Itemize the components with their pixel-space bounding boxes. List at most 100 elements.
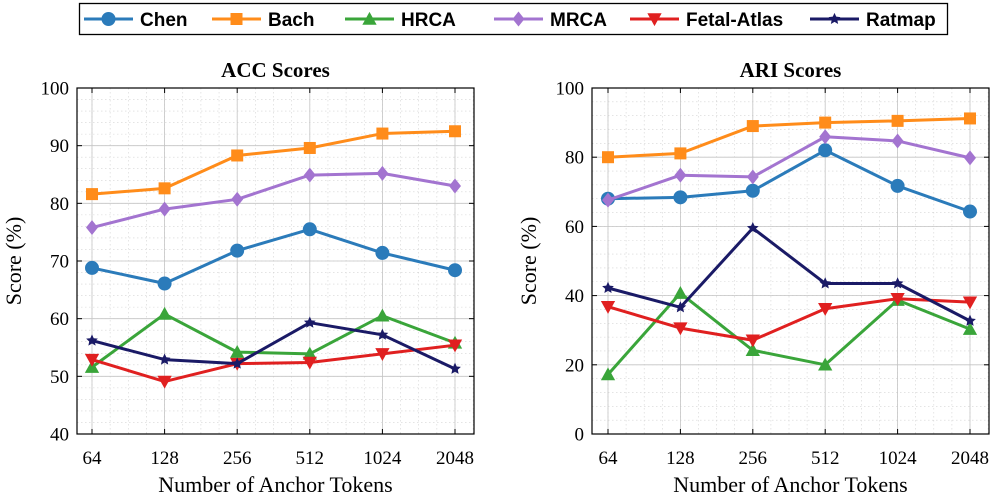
ari-point-fetal-atlas-128 (673, 322, 688, 336)
ari-y-axis-label: Score (%) (516, 217, 541, 306)
acc-point-fetal-atlas-512 (302, 356, 317, 370)
legend-label-ratmap: Ratmap (866, 10, 936, 31)
acc-ytick-label: 60 (50, 309, 69, 330)
acc-point-fetal-atlas-1024 (375, 348, 390, 361)
acc-xtick-label: 64 (83, 448, 103, 469)
acc-line-mrca (91, 171, 456, 230)
legend-item-ratmap: Ratmap (810, 10, 936, 31)
acc-point-chen-512 (302, 222, 317, 237)
ari-xtick-label: 64 (599, 448, 619, 469)
ari-xtick-label: 2048 (951, 448, 989, 469)
legend-marker-mrca (512, 11, 525, 27)
acc-point-bach-256 (231, 149, 244, 162)
acc-point-mrca-256 (231, 191, 244, 207)
ari-point-fetal-atlas-1024 (890, 292, 905, 306)
ari-grid (592, 87, 989, 435)
legend-label-bach: Bach (268, 10, 314, 31)
legend-label-chen: Chen (140, 10, 188, 31)
acc-point-ratmap-64 (86, 334, 98, 346)
acc-point-hrca-1024 (375, 308, 390, 322)
ari-line-bach (607, 116, 971, 159)
ari-point-ratmap-256 (746, 221, 759, 234)
acc-y-axis-label: Score (%) (1, 217, 26, 306)
legend-item-chen: Chen (84, 10, 188, 31)
acc-point-fetal-atlas-2048 (447, 339, 463, 353)
ari-point-bach-256 (746, 120, 759, 133)
ari-series-bach (602, 112, 976, 164)
ari-xtick-label: 1024 (879, 448, 918, 469)
ari-series-fetal-atlas (600, 292, 978, 348)
ari-line-ratmap (607, 226, 971, 323)
acc-point-ratmap-1024 (376, 328, 389, 340)
acc-point-chen-2048 (448, 263, 462, 278)
legend: Chen Bach HRCA MRCA Fetal-Atlas Ratmap (78, 2, 949, 36)
acc-xtick-label: 128 (150, 448, 179, 469)
acc-point-fetal-atlas-128 (157, 375, 172, 389)
legend-marker-ratmap (828, 12, 841, 24)
ari-point-chen-512 (818, 143, 833, 158)
acc-ytick-label: 50 (50, 367, 69, 388)
ari-plot-frame (591, 87, 990, 435)
acc-point-hrca-128 (157, 306, 172, 320)
acc-chart-title: ACC Scores (221, 58, 330, 82)
legend-marker-fetal-atlas (647, 13, 662, 27)
ari-point-chen-256 (745, 183, 760, 198)
acc-point-hrca-256 (230, 344, 245, 358)
ari-point-mrca-512 (819, 129, 832, 145)
ari-series-hrca (600, 286, 978, 381)
ari-point-ratmap-64 (602, 281, 614, 293)
legend-item-fetal-atlas: Fetal-Atlas (630, 10, 783, 31)
legend-marker-bach (230, 13, 243, 25)
ari-xtick-label: 256 (739, 448, 768, 469)
acc-point-ratmap-2048 (449, 362, 461, 374)
legend-item-mrca: MRCA (494, 10, 607, 31)
ari-x-axis-label: Number of Anchor Tokens (673, 472, 908, 497)
ari-series-ratmap (602, 221, 976, 326)
ari-point-fetal-atlas-512 (818, 303, 833, 316)
ari-point-fetal-atlas-64 (600, 300, 616, 314)
acc-point-ratmap-256 (231, 357, 244, 369)
ari-point-mrca-256 (746, 169, 759, 185)
ari-chart: 0 20 40 60 80 100 64 128 256 512 1024 2048 ARI Score… (516, 58, 990, 497)
ari-point-mrca-128 (674, 167, 687, 183)
acc-point-mrca-2048 (449, 178, 461, 194)
ari-point-hrca-128 (673, 286, 688, 299)
legend-item-bach: Bach (212, 10, 314, 31)
acc-point-chen-128 (157, 276, 172, 291)
ari-point-ratmap-1024 (891, 277, 904, 289)
legend-label-hrca: HRCA (401, 10, 456, 31)
acc-point-mrca-1024 (376, 165, 389, 181)
acc-xtick-label: 2048 (436, 448, 474, 469)
acc-line-hrca (91, 312, 456, 369)
ari-line-fetal-atlas (607, 297, 971, 342)
ari-point-mrca-2048 (964, 150, 976, 166)
ari-point-mrca-1024 (891, 133, 904, 149)
ari-xtick-label: 128 (666, 448, 695, 469)
acc-line-fetal-atlas (91, 343, 456, 384)
ari-line-chen (607, 148, 971, 213)
acc-ytick-label: 40 (50, 425, 69, 446)
acc-line-ratmap (91, 321, 456, 371)
ari-line-mrca (607, 135, 971, 202)
ari-point-hrca-512 (818, 357, 833, 371)
ari-point-fetal-atlas-2048 (962, 296, 978, 310)
acc-point-chen-256 (230, 243, 245, 258)
ari-point-hrca-256 (745, 343, 760, 356)
ari-point-chen-2048 (963, 204, 977, 219)
acc-point-ratmap-512 (303, 316, 316, 328)
acc-line-chen (91, 227, 456, 285)
acc-ytick-label: 90 (50, 136, 69, 157)
acc-series-mrca (86, 165, 461, 236)
ari-ytick-label: 0 (575, 425, 585, 446)
ari-point-bach-64 (602, 151, 614, 164)
ari-point-hrca-64 (600, 367, 616, 381)
ari-ytick-label: 80 (565, 148, 584, 169)
ari-xtick-label: 512 (811, 448, 840, 469)
ari-ytick-label: 40 (565, 286, 584, 307)
ari-ytick-label: 100 (556, 79, 585, 100)
ari-point-bach-1024 (891, 114, 904, 127)
acc-xtick-label: 512 (296, 448, 325, 469)
acc-point-ratmap-128 (158, 353, 171, 365)
ari-point-ratmap-512 (819, 277, 832, 289)
ari-point-ratmap-128 (674, 301, 687, 313)
